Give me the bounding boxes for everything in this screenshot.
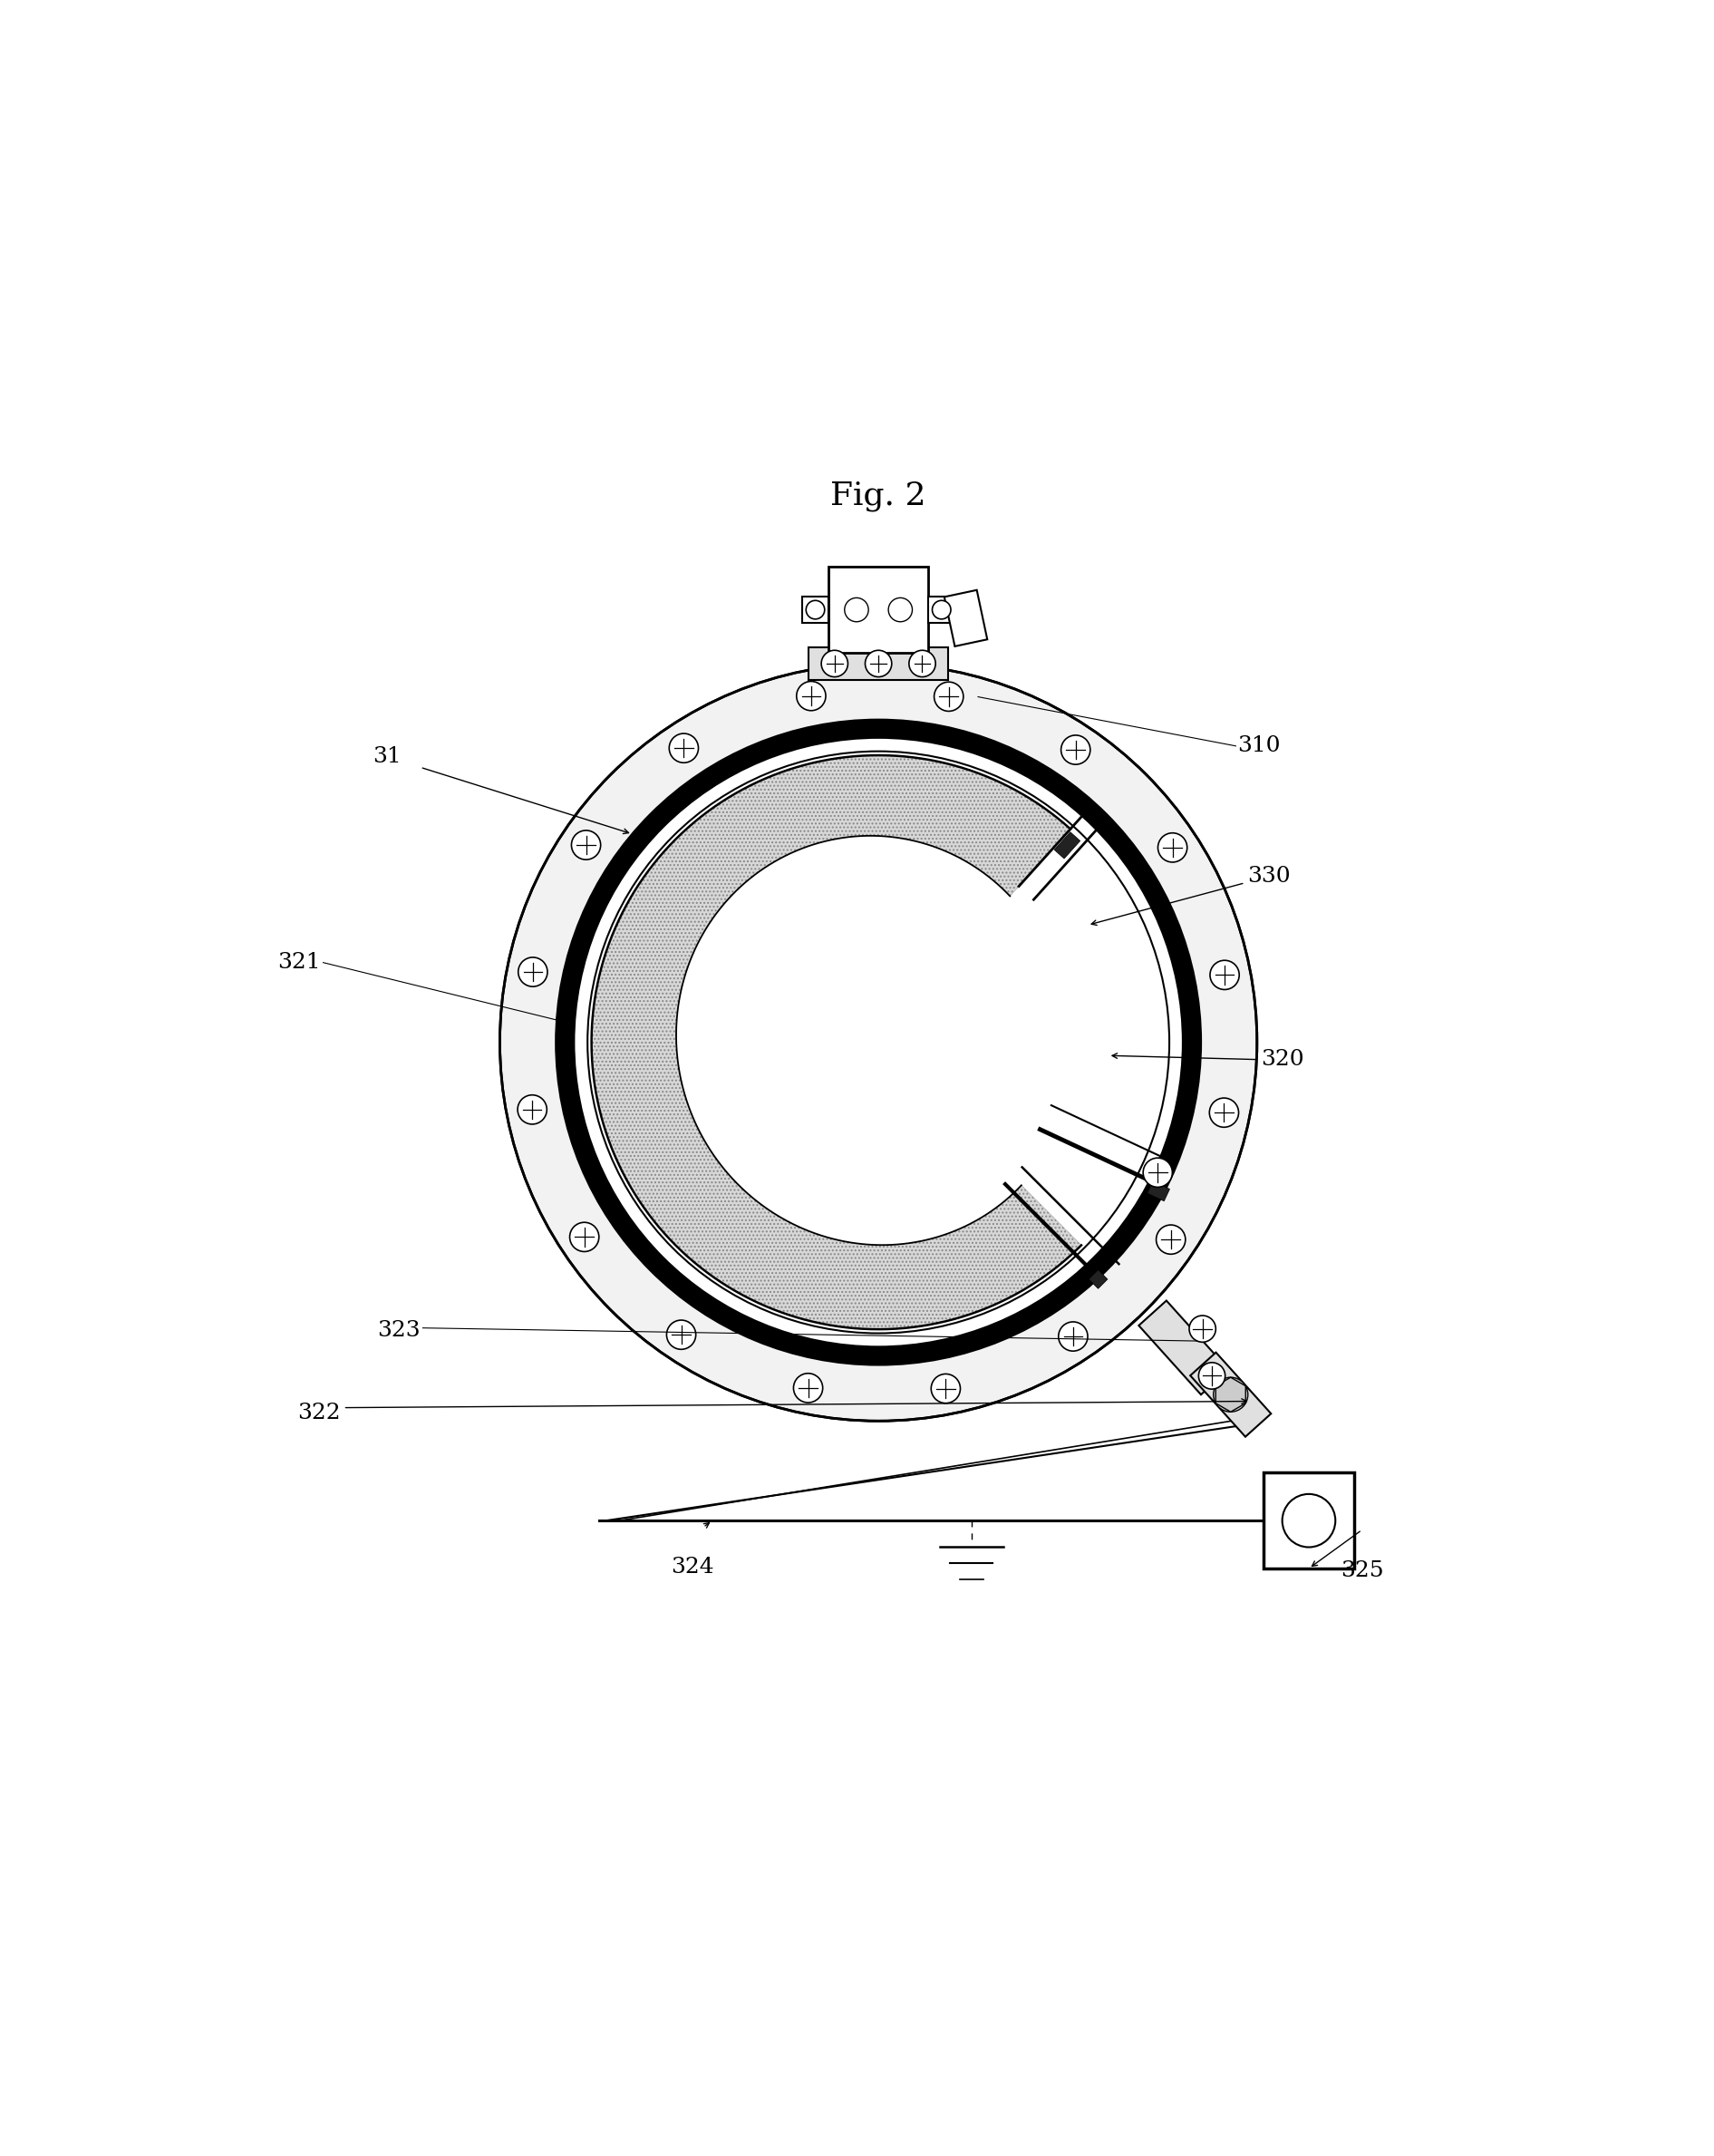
Polygon shape (591, 755, 1082, 1330)
Text: 322: 322 (297, 1404, 341, 1423)
FancyBboxPatch shape (1190, 1352, 1272, 1436)
Wedge shape (500, 664, 1256, 1421)
Circle shape (1061, 735, 1090, 765)
Bar (944, 591, 987, 647)
Circle shape (931, 1373, 960, 1404)
Bar (809, 647, 948, 679)
Text: 324: 324 (670, 1557, 715, 1578)
Circle shape (797, 681, 826, 711)
Circle shape (518, 1095, 547, 1123)
Circle shape (932, 602, 951, 619)
Polygon shape (1215, 1378, 1246, 1412)
Circle shape (1214, 1378, 1248, 1412)
Bar (929, 597, 955, 623)
Text: 321: 321 (278, 953, 321, 972)
Bar (1263, 1473, 1354, 1567)
Text: Fig. 2: Fig. 2 (831, 481, 926, 511)
Circle shape (518, 957, 547, 987)
Text: 330: 330 (1248, 867, 1291, 886)
Circle shape (668, 733, 698, 763)
FancyBboxPatch shape (1138, 1300, 1229, 1395)
Circle shape (571, 830, 600, 860)
Text: 323: 323 (377, 1319, 420, 1341)
Circle shape (1059, 1322, 1088, 1352)
Circle shape (1157, 1225, 1186, 1255)
Circle shape (806, 602, 824, 619)
Text: 325: 325 (1340, 1561, 1383, 1580)
Bar (1088, 1270, 1107, 1289)
Circle shape (1210, 959, 1239, 990)
Bar (802, 597, 828, 623)
Circle shape (1190, 1315, 1215, 1343)
Bar (828, 567, 929, 653)
Circle shape (569, 1222, 598, 1253)
Text: 320: 320 (1262, 1050, 1304, 1069)
Circle shape (794, 1373, 823, 1404)
Circle shape (1210, 1097, 1239, 1128)
Circle shape (845, 597, 869, 621)
Bar (1147, 1181, 1169, 1201)
Circle shape (934, 681, 963, 711)
Circle shape (866, 651, 891, 677)
Circle shape (1143, 1158, 1172, 1188)
Circle shape (1198, 1363, 1226, 1388)
Circle shape (908, 651, 936, 677)
Text: 310: 310 (1238, 735, 1280, 757)
Circle shape (1282, 1494, 1335, 1548)
Circle shape (888, 597, 912, 621)
Bar (1054, 832, 1080, 858)
Circle shape (667, 1319, 696, 1350)
Text: 31: 31 (372, 746, 401, 768)
Circle shape (1159, 832, 1188, 862)
Circle shape (821, 651, 848, 677)
